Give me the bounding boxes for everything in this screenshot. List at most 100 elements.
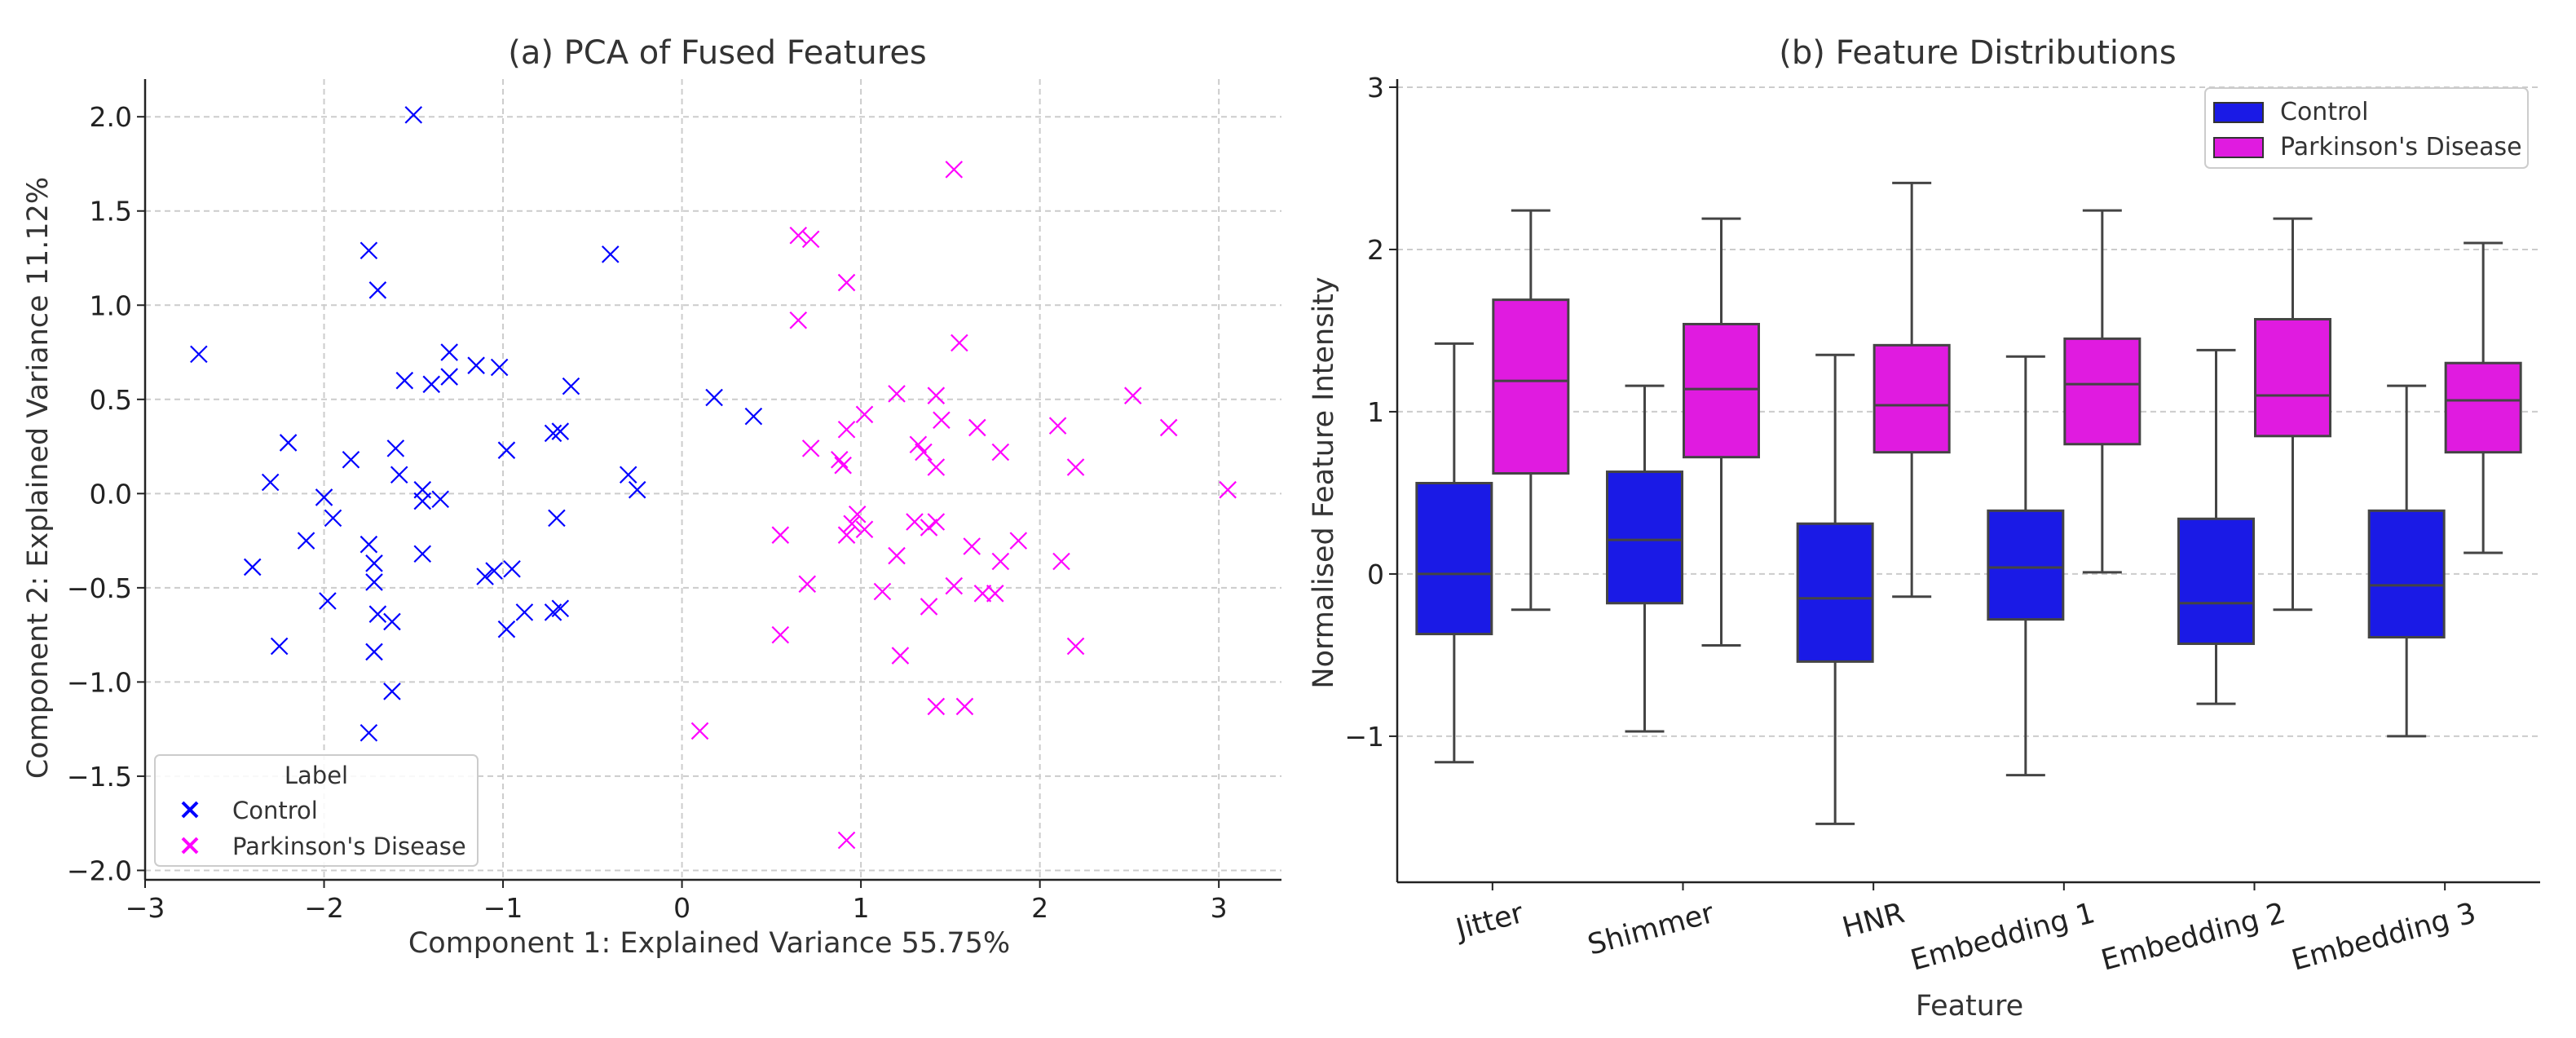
pca-x-tick-label: 0: [673, 892, 690, 924]
pd-point: [771, 625, 790, 644]
pca-panel: −3 −2 −1 0 1 2 3 −2.0 −1.5 −1.0 −0.5 0.0 0.5 1.0 1.5 2…: [22, 34, 1281, 960]
pd-point: [973, 585, 992, 603]
box-y-tick-label: 0: [1367, 559, 1384, 590]
box-legend: Control Parkinson's Disease: [2204, 87, 2529, 169]
box-control-5: [2367, 384, 2446, 738]
box-control-1: [1606, 384, 1683, 733]
iqr-box: [1492, 298, 1570, 475]
control-point: [485, 562, 503, 580]
box-legend-patch-pd: [2213, 137, 2264, 158]
pd-point: [837, 420, 856, 439]
pd-point: [945, 161, 964, 179]
pd-point: [888, 385, 906, 403]
control-point: [297, 532, 315, 550]
control-point: [270, 637, 289, 656]
pca-y-tick-label: 2.0: [90, 101, 132, 133]
control-point: [390, 466, 408, 484]
box-x-ticks: Jitter Shimmer HNR Embedding 1 Embedding 2 Em…: [1451, 882, 2479, 978]
control-point: [440, 343, 458, 361]
pca-points: [190, 106, 1237, 850]
pd-point: [991, 443, 1010, 462]
pd-point: [991, 552, 1010, 571]
box-control-2: [1796, 353, 1874, 825]
pd-point: [927, 386, 946, 404]
pca-y-ticks: −2.0 −1.5 −1.0 −0.5 0.0 0.5 1.0 1.5 2.0: [67, 101, 145, 886]
pd-point: [1124, 386, 1142, 404]
control-point: [359, 241, 378, 260]
control-point: [279, 434, 298, 452]
control-point: [476, 568, 494, 585]
iqr-box: [1796, 522, 1874, 663]
box-x-tick-label: Embedding 3: [2288, 897, 2479, 978]
pca-y-tick-label: 1.5: [90, 196, 132, 227]
pd-point: [771, 526, 790, 544]
pca-y-tick-label: −1.0: [67, 666, 132, 698]
box-pd-2: [1872, 181, 1951, 599]
box-legend-frame: [2204, 87, 2529, 169]
pd-point: [1066, 637, 1085, 656]
box-plots: [1415, 181, 2522, 825]
pca-legend-label-pd: Parkinson's Disease: [232, 833, 466, 860]
pd-point: [891, 647, 910, 665]
pca-x-tick-label: 3: [1211, 892, 1228, 924]
control-point: [386, 439, 405, 457]
control-point: [404, 106, 423, 124]
pca-x-tick-label: 2: [1031, 892, 1048, 924]
pd-point: [1159, 418, 1178, 437]
box-axes: [1396, 79, 2540, 884]
control-point: [324, 509, 342, 528]
control-point: [243, 558, 262, 576]
pd-point: [927, 697, 946, 716]
pca-legend-x-pd: [181, 837, 199, 855]
control-point: [431, 490, 449, 509]
iqr-box: [1415, 481, 1493, 636]
pd-point: [837, 831, 856, 850]
control-point: [551, 422, 570, 440]
control-point: [368, 281, 387, 299]
control-point: [497, 620, 516, 638]
box-legend-label-pd: Parkinson's Disease: [2280, 133, 2522, 161]
box-pd-3: [2063, 209, 2142, 574]
pca-axes: [143, 79, 1281, 881]
pd-point: [837, 526, 856, 544]
pd-point: [933, 411, 951, 429]
pca-y-tick-label: 0.5: [90, 384, 132, 416]
pd-point: [920, 598, 938, 616]
control-point: [342, 450, 360, 469]
control-point: [383, 612, 401, 631]
pd-point: [1066, 458, 1085, 476]
control-point: [467, 356, 485, 374]
pd-point: [801, 230, 820, 249]
box-y-tick-label: −1: [1344, 721, 1384, 753]
pd-point: [830, 450, 849, 469]
pd-point: [789, 311, 808, 329]
box-y-label: Normalised Feature Intensity: [1308, 276, 1340, 688]
pd-point: [1048, 417, 1067, 435]
pca-legend-label-control: Control: [232, 797, 318, 824]
pd-point: [848, 505, 867, 523]
pd-point: [968, 418, 986, 437]
control-point: [601, 245, 620, 263]
control-point: [261, 473, 280, 492]
pd-point: [690, 722, 709, 740]
control-point: [395, 371, 414, 390]
box-grid: [1397, 86, 2540, 737]
control-point: [515, 603, 534, 621]
control-point: [315, 488, 333, 506]
pd-point: [1009, 532, 1028, 550]
control-point: [619, 466, 637, 484]
pca-y-tick-label: 1.0: [90, 289, 132, 321]
control-point: [705, 388, 723, 407]
pd-point: [1219, 480, 1237, 499]
box-x-tick-label: HNR: [1839, 897, 1908, 945]
control-point: [365, 643, 383, 661]
pd-point: [920, 519, 938, 537]
pca-x-tick-label: −3: [126, 892, 165, 924]
control-point: [744, 407, 763, 426]
pd-point: [801, 439, 820, 457]
control-point: [548, 509, 566, 528]
pd-point: [837, 273, 856, 292]
box-y-tick-label: 1: [1367, 396, 1384, 428]
pd-point: [986, 585, 1004, 603]
